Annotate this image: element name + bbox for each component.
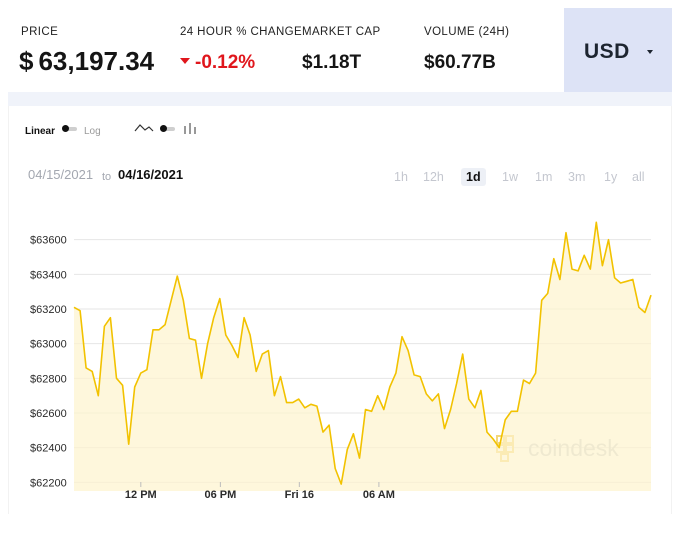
currency-selector[interactable]: USD [564, 8, 672, 92]
chart-type-toggle-knob [160, 125, 167, 132]
series-area [74, 222, 651, 492]
volume-label: VOLUME (24H) [424, 26, 510, 38]
caret-down-icon [647, 50, 653, 54]
scale-linear-option[interactable]: Linear [25, 126, 56, 137]
x-tick-label: 06 AM [363, 489, 395, 501]
range-button-1m[interactable]: 1m [535, 170, 553, 184]
x-tick-label: Fri 16 [285, 489, 314, 501]
date-from[interactable]: 04/15/2021 [28, 167, 94, 182]
y-tick-label: $62600 [30, 408, 67, 420]
range-button-1h[interactable]: 1h [394, 170, 408, 184]
candlestick-chart-icon[interactable] [183, 123, 197, 135]
y-tick-label: $62200 [30, 477, 67, 489]
price-label: PRICE [21, 26, 59, 38]
change-amount: -0.12% [195, 52, 256, 73]
price-currency-symbol: $ [19, 46, 34, 76]
change-label: 24 HOUR % CHANGE [180, 26, 303, 38]
scale-toggle[interactable] [62, 125, 77, 132]
y-tick-label: $62800 [30, 373, 67, 385]
down-arrow-icon [180, 57, 190, 64]
x-tick-label: 06 PM [204, 489, 236, 501]
scale-toggle-knob [62, 125, 69, 132]
date-to[interactable]: 04/16/2021 [118, 167, 184, 182]
line-chart-icon[interactable] [134, 122, 154, 134]
series-line [73, 221, 652, 485]
market-cap-value: $1.18T [302, 52, 362, 73]
y-tick-label: $63200 [30, 304, 67, 316]
chart-type-toggle[interactable] [160, 125, 175, 132]
x-tick-label: 12 PM [125, 489, 157, 501]
y-tick-label: $62400 [30, 443, 67, 455]
price-amount: 63,197.34 [38, 46, 155, 76]
currency-selected-label: USD [584, 40, 630, 63]
range-button-12h[interactable]: 12h [423, 170, 444, 184]
change-value: -0.12% [180, 52, 255, 74]
range-button-1d[interactable]: 1d [461, 168, 486, 186]
range-button-1y[interactable]: 1y [604, 170, 618, 184]
range-button-1w[interactable]: 1w [502, 170, 518, 184]
panel-top-strip [8, 92, 672, 106]
price-value: $63,197.34 [19, 46, 154, 77]
range-button-3m[interactable]: 3m [568, 170, 586, 184]
market-cap-label: MARKET CAP [302, 26, 381, 38]
scale-log-option[interactable]: Log [84, 126, 101, 137]
stats-header: PRICE $63,197.34 24 HOUR % CHANGE -0.12%… [0, 0, 680, 92]
y-tick-label: $63000 [30, 339, 67, 351]
date-separator: to [102, 171, 112, 183]
volume-value: $60.77B [424, 52, 496, 73]
range-button-all[interactable]: all [632, 170, 645, 184]
y-tick-label: $63400 [30, 269, 67, 281]
y-tick-label: $63600 [30, 235, 67, 247]
